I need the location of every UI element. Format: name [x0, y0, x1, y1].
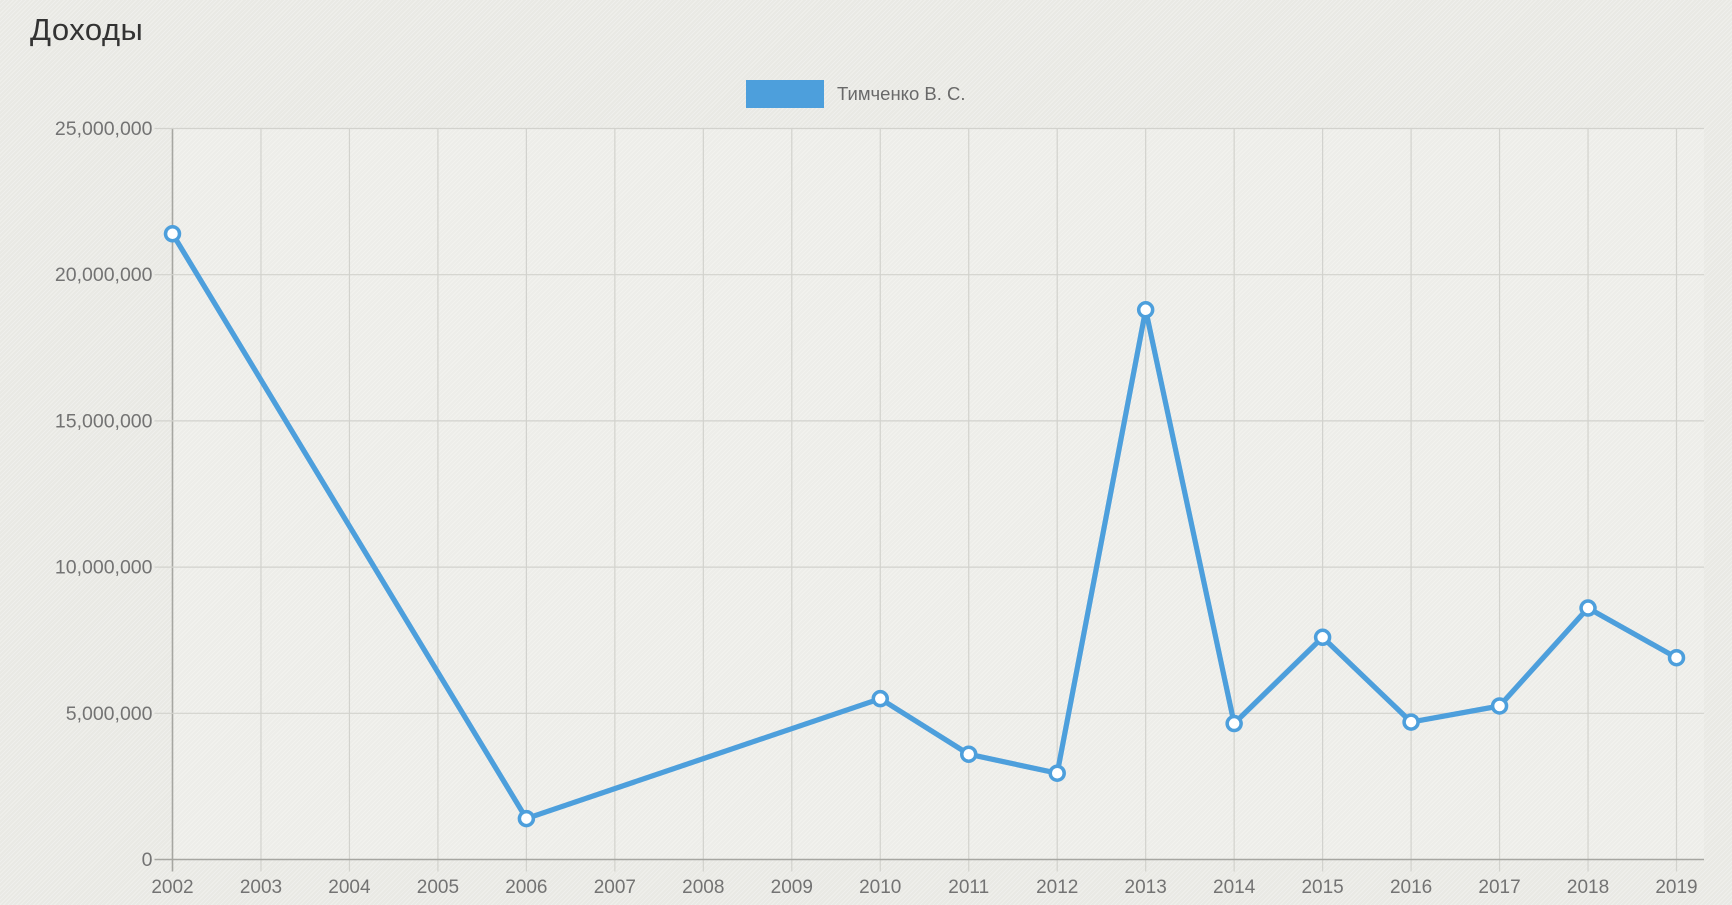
y-axis-tick-label: 10,000,000: [55, 557, 153, 579]
x-axis-tick-label: 2002: [151, 877, 193, 898]
x-axis-tick-label: 2015: [1301, 877, 1343, 898]
legend-item[interactable]: Тимченко В. С.: [746, 80, 966, 108]
series-line: [169, 231, 1680, 822]
x-axis-tick-label: 2010: [859, 877, 901, 898]
chart-title: Доходы: [30, 12, 144, 47]
x-axis-tick-label: 2007: [594, 877, 636, 898]
x-axis-tick-label: 2019: [1655, 877, 1697, 898]
data-point-marker-2011[interactable]: [959, 745, 978, 763]
data-point-marker-2018[interactable]: [1579, 599, 1597, 617]
y-axis-tick-label: 20,000,000: [55, 264, 153, 286]
x-axis-tick-label: 2003: [240, 877, 282, 898]
plot-area: [172, 128, 1704, 860]
y-axis-tick-label: 5,000,000: [66, 703, 153, 725]
data-point-marker-2016[interactable]: [1402, 713, 1420, 731]
x-axis-tick-label: 2008: [682, 877, 724, 898]
data-point-marker-2014[interactable]: [1225, 714, 1243, 733]
x-axis-tick-label: 2017: [1478, 877, 1520, 898]
x-axis-tick-label: 2018: [1567, 877, 1609, 898]
data-point-marker-2013[interactable]: [1136, 301, 1155, 319]
y-axis-tick-label: 0: [142, 849, 153, 871]
data-point-marker-2012[interactable]: [1048, 764, 1066, 782]
x-axis-tick-label: 2013: [1125, 877, 1167, 898]
x-axis-tick-label: 2004: [328, 877, 371, 898]
x-axis-tick-label: 2012: [1036, 877, 1078, 898]
data-point-marker-2015[interactable]: [1313, 628, 1332, 647]
data-point-marker-2006[interactable]: [517, 809, 536, 828]
data-point-marker-2002[interactable]: [163, 225, 182, 243]
x-axis-tick-label: 2014: [1213, 877, 1256, 898]
legend-swatch-icon: [746, 80, 824, 108]
x-axis-tick-label: 2009: [771, 877, 813, 898]
x-axis-tick-label: 2006: [505, 877, 547, 898]
y-axis-tick-label: 25,000,000: [55, 118, 153, 140]
data-point-marker-2019[interactable]: [1667, 648, 1686, 667]
x-axis-tick-label: 2016: [1390, 877, 1432, 898]
y-axis-tick-label: 15,000,000: [55, 410, 153, 432]
data-point-marker-2010[interactable]: [871, 689, 890, 708]
x-axis-tick-label: 2011: [948, 877, 989, 898]
data-point-marker-2017[interactable]: [1490, 697, 1509, 715]
x-axis-tick-label: 2005: [417, 877, 459, 898]
legend-series-label: Тимченко В. С.: [837, 83, 966, 104]
